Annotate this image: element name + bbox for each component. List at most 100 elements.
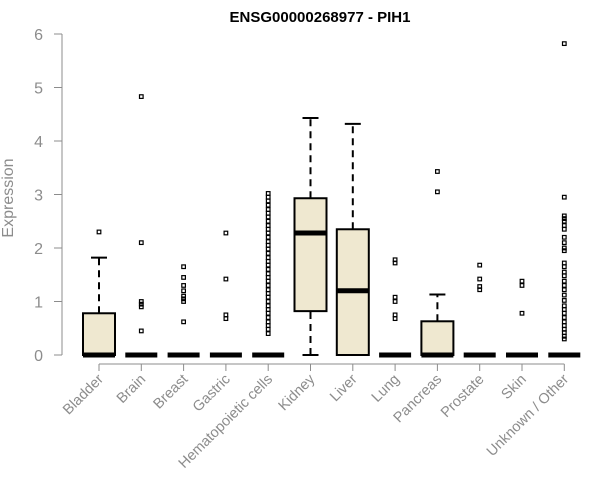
chart-container: ENSG00000268977 - PIH1 Expression 012345… bbox=[0, 0, 600, 500]
outlier-point bbox=[266, 247, 270, 251]
outlier-point bbox=[266, 215, 270, 219]
outlier-point bbox=[563, 331, 567, 335]
x-tick-label: Lung bbox=[369, 372, 403, 406]
outlier-point bbox=[266, 260, 270, 264]
outlier-point bbox=[563, 324, 567, 328]
y-tick-label: 2 bbox=[34, 241, 43, 258]
outlier-point bbox=[266, 332, 270, 336]
box-group bbox=[506, 279, 538, 355]
x-tick-label: Brain bbox=[114, 372, 149, 407]
outlier-point bbox=[436, 190, 440, 194]
box bbox=[295, 198, 327, 311]
outlier-point bbox=[520, 311, 524, 315]
box-group bbox=[210, 231, 242, 355]
outlier-point bbox=[266, 263, 270, 267]
outlier-point bbox=[563, 236, 567, 240]
outlier-point bbox=[224, 317, 228, 321]
outlier-point bbox=[266, 300, 270, 304]
outlier-point bbox=[266, 268, 270, 272]
outlier-point bbox=[140, 241, 144, 245]
outlier-point bbox=[478, 277, 482, 281]
outlier-point bbox=[563, 288, 567, 292]
y-axis: 0 1 2 3 4 5 6 bbox=[34, 27, 62, 365]
outlier-point bbox=[393, 300, 397, 304]
outlier-point bbox=[393, 295, 397, 299]
outlier-point bbox=[563, 265, 567, 269]
y-tick-label: 5 bbox=[34, 81, 43, 98]
outlier-point bbox=[563, 274, 567, 278]
outlier-point bbox=[563, 219, 567, 223]
outlier-point bbox=[266, 276, 270, 280]
outlier-point bbox=[266, 236, 270, 240]
x-tick-label: Kidney bbox=[276, 371, 319, 414]
box-group bbox=[83, 230, 115, 355]
outlier-point bbox=[563, 241, 567, 245]
y-tick-label: 0 bbox=[34, 348, 43, 365]
box-group bbox=[337, 124, 369, 355]
outlier-point bbox=[393, 261, 397, 265]
outlier-point bbox=[393, 313, 397, 317]
x-tick-label: Liver bbox=[327, 371, 361, 405]
outlier-point bbox=[266, 231, 270, 235]
outlier-point bbox=[224, 231, 228, 235]
box-group bbox=[421, 170, 453, 355]
outlier-point bbox=[563, 316, 567, 320]
outlier-point bbox=[266, 192, 270, 196]
outlier-point bbox=[563, 320, 567, 324]
x-tick-label: Breast bbox=[150, 372, 191, 413]
outlier-point bbox=[182, 320, 186, 324]
outlier-point bbox=[266, 308, 270, 312]
outlier-point bbox=[182, 300, 186, 304]
y-axis-label: Expression bbox=[0, 158, 17, 237]
outlier-point bbox=[520, 284, 524, 288]
box-group bbox=[125, 95, 157, 355]
outlier-point bbox=[266, 295, 270, 299]
box-group bbox=[464, 263, 496, 355]
outlier-point bbox=[563, 261, 567, 265]
outlier-point bbox=[563, 195, 567, 199]
outlier-point bbox=[224, 277, 228, 281]
outlier-point bbox=[266, 244, 270, 248]
box-group bbox=[379, 258, 411, 355]
outlier-point bbox=[563, 299, 567, 303]
box-group bbox=[168, 265, 200, 355]
outlier-point bbox=[266, 211, 270, 215]
outlier-point bbox=[266, 320, 270, 324]
outlier-point bbox=[563, 249, 567, 253]
y-tick-label: 1 bbox=[34, 295, 43, 312]
outlier-point bbox=[520, 279, 524, 283]
outlier-point bbox=[140, 305, 144, 309]
outlier-point bbox=[266, 227, 270, 231]
outlier-point bbox=[182, 284, 186, 288]
outlier-point bbox=[97, 230, 101, 234]
x-tick-label: Prostate bbox=[438, 372, 487, 421]
outlier-point bbox=[266, 203, 270, 207]
outlier-point bbox=[563, 227, 567, 231]
outlier-point bbox=[563, 311, 567, 315]
outlier-point bbox=[393, 317, 397, 321]
y-tick-label: 3 bbox=[34, 188, 43, 205]
outlier-point bbox=[182, 289, 186, 293]
outlier-point bbox=[266, 272, 270, 276]
outlier-point bbox=[266, 252, 270, 256]
y-tick-label: 6 bbox=[34, 27, 43, 44]
outlier-point bbox=[563, 224, 567, 228]
outlier-point bbox=[140, 329, 144, 333]
outlier-point bbox=[436, 170, 440, 174]
outlier-point bbox=[563, 270, 567, 274]
outlier-point bbox=[266, 316, 270, 320]
outlier-point bbox=[266, 288, 270, 292]
outlier-point bbox=[266, 240, 270, 244]
outlier-point bbox=[224, 313, 228, 317]
outlier-point bbox=[182, 276, 186, 280]
outlier-point bbox=[478, 288, 482, 292]
box-plot: ENSG00000268977 - PIH1 Expression 012345… bbox=[0, 0, 600, 500]
outlier-point bbox=[266, 208, 270, 212]
outlier-point bbox=[266, 195, 270, 199]
box-group bbox=[295, 118, 327, 355]
outlier-point bbox=[563, 279, 567, 283]
boxes bbox=[83, 42, 580, 355]
outlier-point bbox=[563, 308, 567, 312]
outlier-point bbox=[182, 265, 186, 269]
